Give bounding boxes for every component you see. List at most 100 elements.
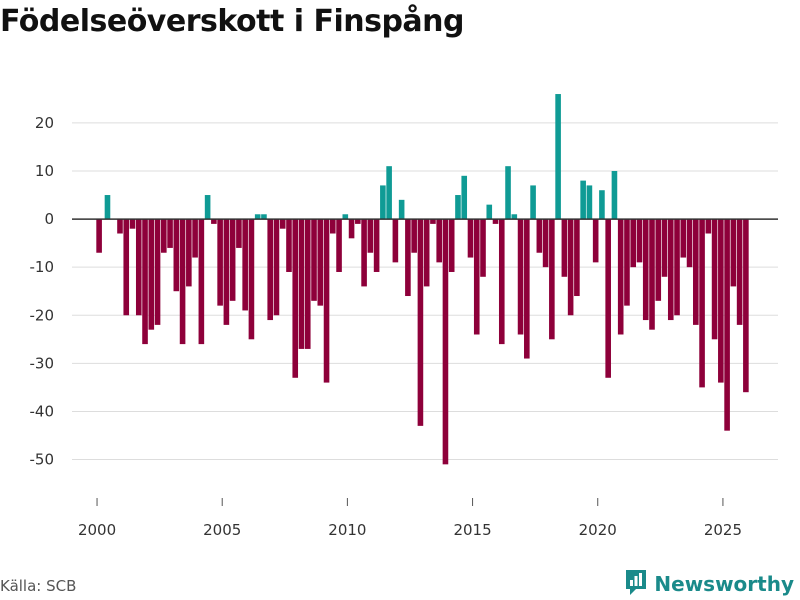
bar[interactable] (336, 219, 342, 272)
bar[interactable] (567, 219, 574, 316)
bar[interactable] (142, 219, 148, 345)
bar[interactable] (718, 219, 724, 383)
bar[interactable] (411, 219, 417, 253)
bar[interactable] (636, 219, 643, 263)
bar[interactable] (511, 214, 518, 220)
bar[interactable] (380, 185, 386, 220)
bar[interactable] (161, 219, 167, 253)
bar[interactable] (624, 219, 630, 306)
bar[interactable] (323, 219, 330, 383)
bar[interactable] (342, 214, 349, 220)
bar[interactable] (167, 219, 173, 248)
bar[interactable] (505, 166, 511, 220)
bar[interactable] (686, 219, 693, 268)
bar[interactable] (561, 219, 568, 277)
bar[interactable] (123, 219, 130, 316)
bar[interactable] (104, 195, 111, 220)
bar[interactable] (386, 166, 392, 220)
bar[interactable] (292, 219, 299, 378)
bar[interactable] (661, 219, 668, 277)
bar[interactable] (736, 219, 743, 325)
bar[interactable] (355, 219, 361, 224)
bar[interactable] (442, 219, 449, 465)
bar[interactable] (693, 219, 699, 325)
bar[interactable] (423, 219, 430, 287)
bar[interactable] (192, 219, 198, 258)
bar[interactable] (317, 219, 324, 306)
bar[interactable] (536, 219, 543, 253)
bar[interactable] (530, 185, 536, 220)
bar[interactable] (480, 219, 486, 277)
bar[interactable] (229, 219, 236, 301)
bar[interactable] (217, 219, 223, 306)
bar[interactable] (261, 214, 267, 220)
bar[interactable] (467, 219, 474, 258)
bar[interactable] (361, 219, 367, 287)
bar[interactable] (492, 219, 499, 224)
bar[interactable] (273, 219, 280, 316)
bar[interactable] (667, 219, 674, 321)
bar[interactable] (655, 219, 662, 301)
bar[interactable] (198, 219, 205, 345)
bar[interactable] (204, 195, 211, 220)
bar[interactable] (173, 219, 180, 292)
bar[interactable] (680, 219, 687, 258)
bar[interactable] (517, 219, 524, 335)
bar[interactable] (248, 219, 255, 340)
bar[interactable] (498, 219, 505, 345)
bar[interactable] (267, 219, 274, 321)
bar[interactable] (617, 219, 624, 335)
bar[interactable] (743, 219, 749, 393)
bar[interactable] (286, 219, 292, 272)
bar[interactable] (329, 219, 336, 234)
bar[interactable] (148, 219, 155, 330)
bar[interactable] (674, 219, 680, 316)
bar[interactable] (311, 219, 317, 301)
bar[interactable] (373, 219, 380, 272)
bar[interactable] (455, 195, 461, 220)
bar[interactable] (699, 219, 705, 388)
bar[interactable] (186, 219, 192, 287)
bar[interactable] (549, 219, 555, 340)
bar[interactable] (605, 219, 611, 378)
bar[interactable] (436, 219, 442, 263)
bar[interactable] (348, 219, 355, 239)
bar[interactable] (367, 219, 374, 253)
bar[interactable] (461, 175, 468, 220)
bar[interactable] (211, 219, 217, 224)
bar[interactable] (599, 190, 605, 220)
bar[interactable] (117, 219, 123, 234)
bar[interactable] (279, 219, 286, 229)
bar[interactable] (129, 219, 136, 229)
bar[interactable] (448, 219, 455, 272)
bar[interactable] (405, 219, 411, 297)
bar[interactable] (542, 219, 549, 268)
bar[interactable] (298, 219, 305, 349)
bar[interactable] (705, 219, 712, 234)
bar[interactable] (242, 219, 248, 311)
bar[interactable] (574, 219, 580, 297)
bar[interactable] (555, 94, 561, 220)
bar[interactable] (96, 219, 102, 253)
brand-logo[interactable]: Newsworthy (624, 568, 794, 600)
bar[interactable] (486, 204, 493, 220)
bar[interactable] (430, 219, 436, 224)
bar[interactable] (580, 180, 586, 220)
bar[interactable] (592, 219, 599, 263)
bar[interactable] (711, 219, 718, 340)
bar[interactable] (179, 219, 186, 345)
bar[interactable] (254, 214, 261, 220)
bar[interactable] (392, 219, 399, 263)
bar[interactable] (236, 219, 242, 248)
bar[interactable] (642, 219, 649, 321)
bar[interactable] (135, 219, 142, 316)
bar[interactable] (649, 219, 655, 330)
bar[interactable] (611, 170, 618, 220)
bar[interactable] (724, 219, 730, 431)
bar[interactable] (304, 219, 311, 349)
bar[interactable] (154, 219, 161, 325)
bar[interactable] (398, 199, 405, 220)
bar[interactable] (417, 219, 424, 426)
bar[interactable] (473, 219, 480, 335)
bar[interactable] (730, 219, 737, 287)
